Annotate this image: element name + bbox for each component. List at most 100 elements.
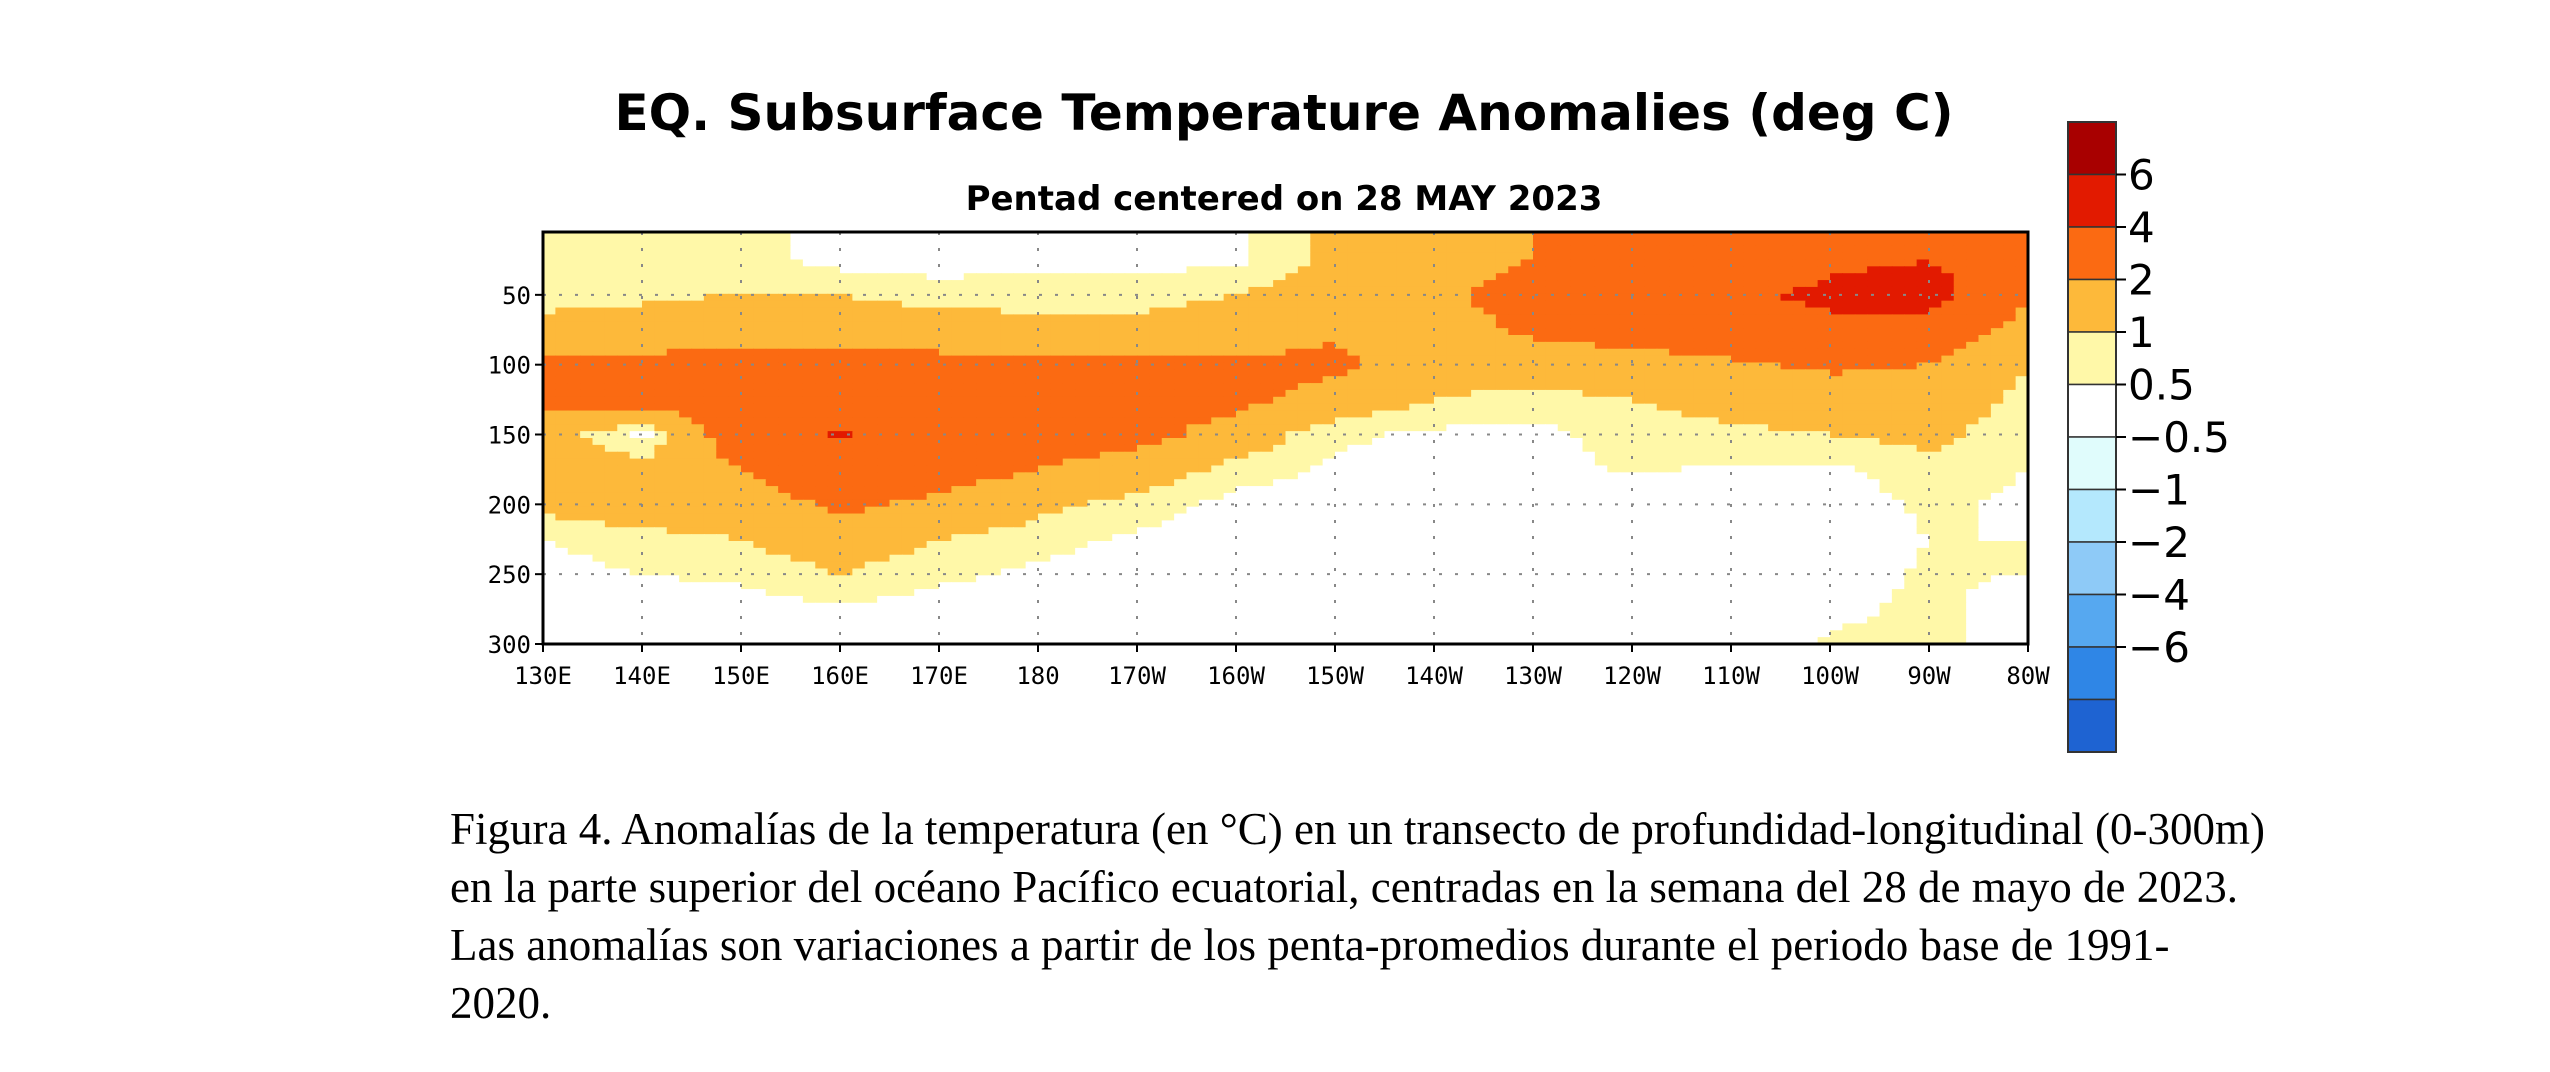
heatmap-cell — [1755, 438, 1769, 446]
heatmap-cell — [1297, 259, 1311, 267]
heatmap-cell — [1755, 314, 1769, 322]
heatmap-cell — [617, 424, 631, 432]
heatmap-cell — [1124, 431, 1138, 439]
heatmap-cell — [1891, 417, 1905, 425]
heatmap-cell — [864, 389, 878, 398]
heatmap-cell — [1792, 348, 1806, 357]
heatmap-cell — [1223, 472, 1237, 480]
heatmap-cell — [1879, 355, 1893, 364]
heatmap-cell — [802, 465, 816, 473]
heatmap-cell — [1186, 431, 1200, 439]
heatmap-cell — [778, 444, 792, 453]
heatmap-cell — [1458, 286, 1472, 295]
heatmap-cell — [580, 472, 594, 480]
heatmap-cell — [976, 300, 990, 309]
heatmap-cell — [1149, 451, 1163, 460]
heatmap-cell — [1161, 444, 1175, 453]
heatmap-cell — [703, 252, 717, 261]
heatmap-cell — [790, 479, 804, 487]
heatmap-cell — [914, 410, 928, 418]
heatmap-cell — [1768, 492, 1782, 501]
heatmap-cell — [1335, 369, 1348, 377]
heatmap-cell — [1198, 479, 1212, 487]
heatmap-cell — [716, 245, 730, 254]
heatmap-cell — [1607, 376, 1621, 384]
heatmap-cell — [1929, 410, 1942, 418]
heatmap-cell — [939, 376, 952, 384]
heatmap-cell — [815, 273, 829, 281]
heatmap-cell — [1792, 355, 1806, 364]
heatmap-cell — [716, 307, 730, 315]
heatmap-cell — [1842, 328, 1856, 336]
heatmap-cell — [1075, 389, 1089, 398]
heatmap-cell — [1669, 369, 1683, 377]
heatmap-cell — [1285, 348, 1299, 357]
heatmap-cell — [629, 245, 643, 254]
heatmap-cell — [1792, 232, 1806, 240]
heatmap-cell — [716, 389, 730, 398]
heatmap-cell — [1198, 458, 1212, 467]
heatmap-cell — [864, 444, 878, 453]
heatmap-cell — [1681, 424, 1695, 432]
heatmap-cell — [1891, 506, 1905, 515]
heatmap-cell — [827, 472, 841, 480]
heatmap-cell — [852, 259, 866, 267]
heatmap-cell — [1038, 492, 1051, 501]
heatmap-cell — [1347, 252, 1361, 261]
heatmap-cell — [580, 369, 594, 377]
heatmap-cell — [1211, 458, 1225, 467]
heatmap-cell — [555, 286, 569, 295]
heatmap-cell — [1372, 499, 1386, 508]
heatmap-cell — [728, 396, 742, 405]
heatmap-cell — [1830, 444, 1843, 453]
heatmap-cell — [1050, 465, 1064, 473]
heatmap-cell — [815, 431, 829, 439]
heatmap-cell — [901, 348, 915, 357]
heatmap-cell — [1842, 506, 1856, 515]
heatmap-cell — [1792, 444, 1806, 453]
heatmap-cell — [1817, 438, 1831, 446]
heatmap-cell — [1161, 300, 1175, 309]
heatmap-cell — [1557, 245, 1571, 254]
heatmap-cell — [1050, 410, 1064, 418]
heatmap-cell — [1693, 417, 1707, 425]
heatmap-cell — [1718, 280, 1732, 288]
heatmap-cell — [1557, 438, 1571, 446]
heatmap-cell — [1953, 266, 1967, 274]
heatmap-cell — [604, 273, 618, 281]
heatmap-cell — [815, 458, 829, 467]
heatmap-cell — [1137, 444, 1150, 453]
heatmap-cell — [1817, 410, 1831, 418]
heatmap-cell — [728, 238, 742, 247]
heatmap-cell — [1842, 232, 1856, 240]
heatmap-cell — [1953, 403, 1967, 412]
heatmap-cell — [1112, 341, 1126, 350]
heatmap-cell — [567, 376, 581, 384]
heatmap-cell — [1396, 355, 1410, 364]
heatmap-cell — [2003, 335, 2017, 343]
heatmap-cell — [1669, 273, 1683, 281]
heatmap-cell — [1768, 396, 1782, 405]
heatmap-cell — [901, 245, 915, 254]
heatmap-cell — [1347, 513, 1361, 521]
heatmap-cell — [1409, 300, 1423, 309]
heatmap-cell — [1335, 451, 1348, 460]
heatmap-cell — [1644, 232, 1658, 240]
heatmap-cell — [914, 252, 928, 261]
heatmap-cell — [741, 300, 754, 309]
heatmap-cell — [914, 293, 928, 302]
heatmap-cell — [1607, 499, 1621, 508]
heatmap-cell — [716, 383, 730, 391]
heatmap-cell — [555, 232, 569, 240]
heatmap-cell — [951, 307, 965, 315]
heatmap-cell — [1310, 238, 1324, 247]
heatmap-cell — [1211, 245, 1225, 254]
heatmap-cell — [889, 369, 903, 377]
heatmap-cell — [1755, 355, 1769, 364]
heatmap-cell — [1879, 403, 1893, 412]
heatmap-cell — [1347, 321, 1361, 329]
heatmap-cell — [1359, 492, 1373, 501]
heatmap-cell — [976, 348, 990, 357]
heatmap-cell — [1619, 341, 1633, 350]
heatmap-cell — [1904, 383, 1918, 391]
